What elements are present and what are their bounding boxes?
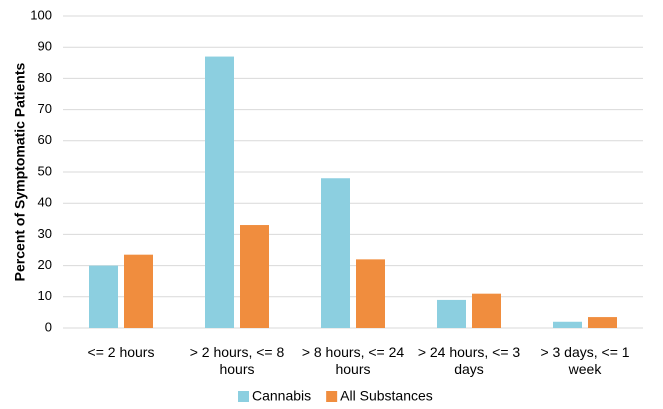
gridlines [63, 15, 643, 329]
y-tick-label: 40 [38, 195, 52, 210]
bar-cannabis [437, 299, 466, 328]
bar-all-substances [124, 254, 153, 328]
y-tick-label: 10 [38, 288, 52, 303]
bar-cannabis [321, 178, 350, 328]
bar-all-substances [588, 317, 617, 328]
x-category-label: <= 2 hours [88, 344, 155, 360]
bars [89, 56, 617, 329]
x-category-label: > 8 hours, <= 24 hours [302, 344, 405, 377]
bar-all-substances [356, 259, 385, 328]
bar-cannabis [89, 265, 118, 328]
bar-all-substances [472, 293, 501, 328]
y-tick-label: 70 [38, 101, 52, 116]
x-category-label: > 3 days, <= 1 week [540, 344, 629, 377]
x-category-label: > 24 hours, <= 3 days [418, 344, 521, 377]
legend-label: Cannabis [252, 388, 311, 404]
y-tick-label: 0 [45, 319, 52, 334]
y-tick-label: 100 [30, 7, 52, 22]
y-tick-label: 90 [38, 39, 52, 54]
y-tick-label: 60 [38, 132, 52, 147]
bar-all-substances [240, 225, 269, 328]
bar-cannabis [553, 321, 582, 328]
legend[interactable]: Cannabis All Substances [238, 388, 433, 404]
y-tick-label: 80 [38, 70, 52, 85]
x-axis-categories: <= 2 hours > 2 hours, <= 8 hours > 8 hours,… [88, 344, 630, 377]
y-tick-label: 30 [38, 226, 52, 241]
y-axis-label: Percent of Symptomatic Patients [12, 62, 28, 281]
y-axis-ticks: 0 10 20 30 40 50 60 70 80 90 100 [30, 7, 52, 334]
y-tick-label: 50 [38, 163, 52, 178]
legend-swatch [238, 391, 249, 402]
y-tick-label: 20 [38, 257, 52, 272]
x-category-label: > 2 hours, <= 8 hours [190, 344, 285, 377]
legend-label: All Substances [340, 388, 433, 404]
legend-swatch [326, 391, 338, 402]
bar-cannabis [205, 56, 234, 329]
